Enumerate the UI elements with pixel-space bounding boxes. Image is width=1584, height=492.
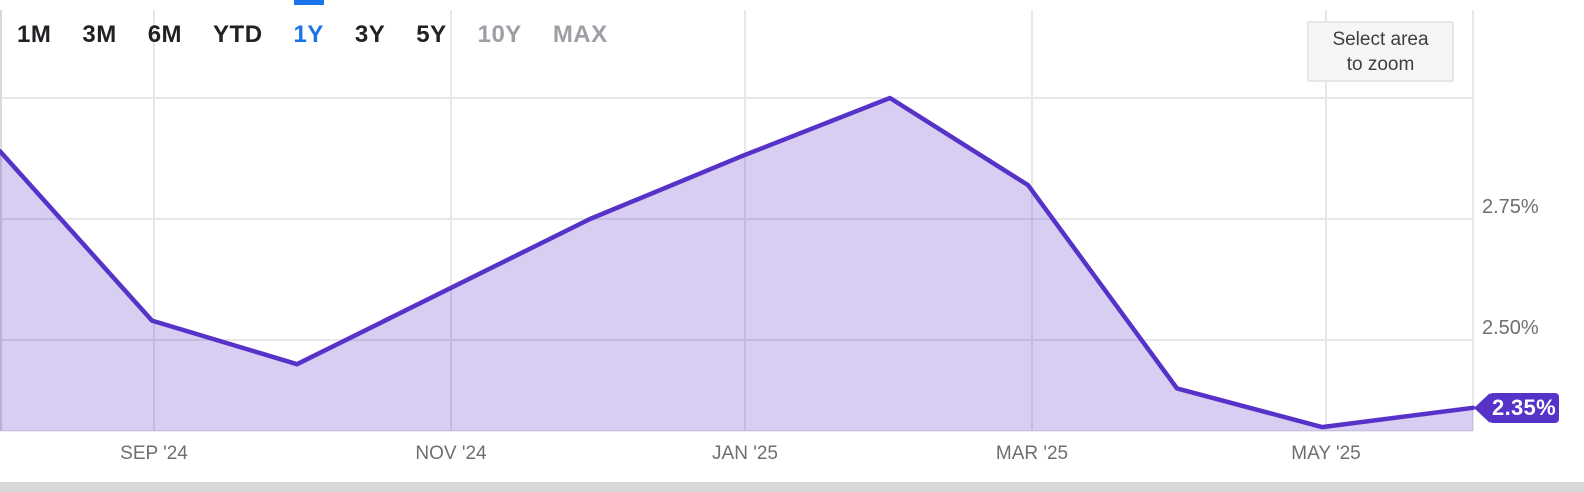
series-area-fill	[0, 98, 1473, 431]
zoom-button-label-line2: to zoom	[1346, 53, 1415, 75]
range-button-ytd[interactable]: YTD	[213, 21, 263, 48]
last-value-badge-label: 2.35%	[1492, 395, 1556, 420]
x-axis-tick-label: SEP '24	[120, 443, 188, 464]
time-range-toolbar: 1M 3M 6M YTD 1Y 3Y 5Y 10Y MAX	[17, 0, 608, 49]
x-axis-tick-label: MAY '25	[1291, 443, 1361, 464]
range-button-3m[interactable]: 3M	[82, 21, 117, 48]
range-button-10y: 10Y	[477, 21, 522, 48]
bottom-zoom-slider-track[interactable]	[0, 482, 1584, 492]
range-button-1y[interactable]: 1Y	[294, 0, 324, 49]
range-button-max: MAX	[552, 21, 608, 48]
y-axis-tick-label: 2.75%	[1482, 196, 1539, 218]
series-line	[0, 95, 1476, 430]
select-area-to-zoom-button[interactable]: Select area to zoom	[1307, 21, 1454, 82]
x-axis-tick-label: JAN '25	[712, 443, 778, 464]
x-axis-tick-label: MAR '25	[995, 443, 1069, 464]
last-value-badge: 2.35%	[1474, 393, 1559, 423]
range-button-3y[interactable]: 3Y	[354, 21, 386, 48]
range-button-6m[interactable]: 6M	[147, 21, 183, 48]
range-button-5y[interactable]: 5Y	[416, 21, 447, 48]
zoom-button-label-line1: Select area	[1332, 28, 1429, 50]
x-axis-tick-label: NOV '24	[415, 443, 487, 464]
y-axis-tick-label: 2.50%	[1482, 317, 1539, 339]
range-button-1m[interactable]: 1M	[17, 21, 52, 48]
